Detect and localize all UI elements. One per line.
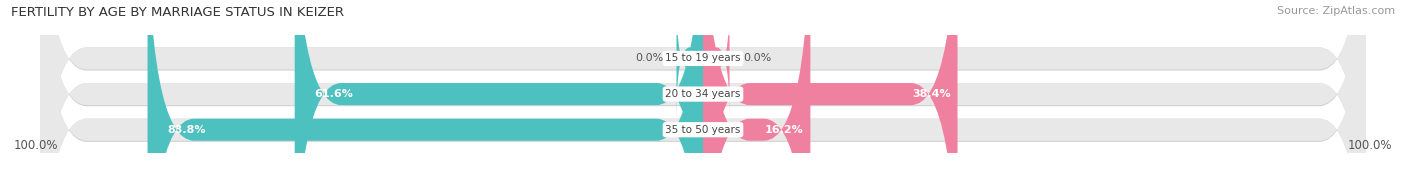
Text: 100.0%: 100.0% (1348, 139, 1392, 152)
Text: 15 to 19 years: 15 to 19 years (665, 54, 741, 64)
FancyBboxPatch shape (41, 0, 1365, 196)
FancyBboxPatch shape (703, 0, 810, 196)
FancyBboxPatch shape (41, 0, 1365, 196)
Text: 83.8%: 83.8% (167, 125, 205, 135)
Text: 0.0%: 0.0% (742, 54, 770, 64)
Text: 100.0%: 100.0% (14, 139, 58, 152)
FancyBboxPatch shape (703, 0, 957, 196)
FancyBboxPatch shape (295, 0, 703, 196)
Text: 38.4%: 38.4% (912, 89, 950, 99)
Text: FERTILITY BY AGE BY MARRIAGE STATUS IN KEIZER: FERTILITY BY AGE BY MARRIAGE STATUS IN K… (11, 6, 344, 19)
FancyBboxPatch shape (676, 0, 703, 119)
Text: 61.6%: 61.6% (315, 89, 353, 99)
Text: 20 to 34 years: 20 to 34 years (665, 89, 741, 99)
FancyBboxPatch shape (41, 0, 1365, 196)
Text: 35 to 50 years: 35 to 50 years (665, 125, 741, 135)
Text: 16.2%: 16.2% (765, 125, 804, 135)
FancyBboxPatch shape (41, 0, 1365, 196)
FancyBboxPatch shape (41, 0, 1365, 196)
FancyBboxPatch shape (41, 0, 1365, 196)
Text: 0.0%: 0.0% (636, 54, 664, 64)
FancyBboxPatch shape (148, 0, 703, 196)
FancyBboxPatch shape (703, 0, 730, 119)
Text: Source: ZipAtlas.com: Source: ZipAtlas.com (1277, 6, 1395, 16)
